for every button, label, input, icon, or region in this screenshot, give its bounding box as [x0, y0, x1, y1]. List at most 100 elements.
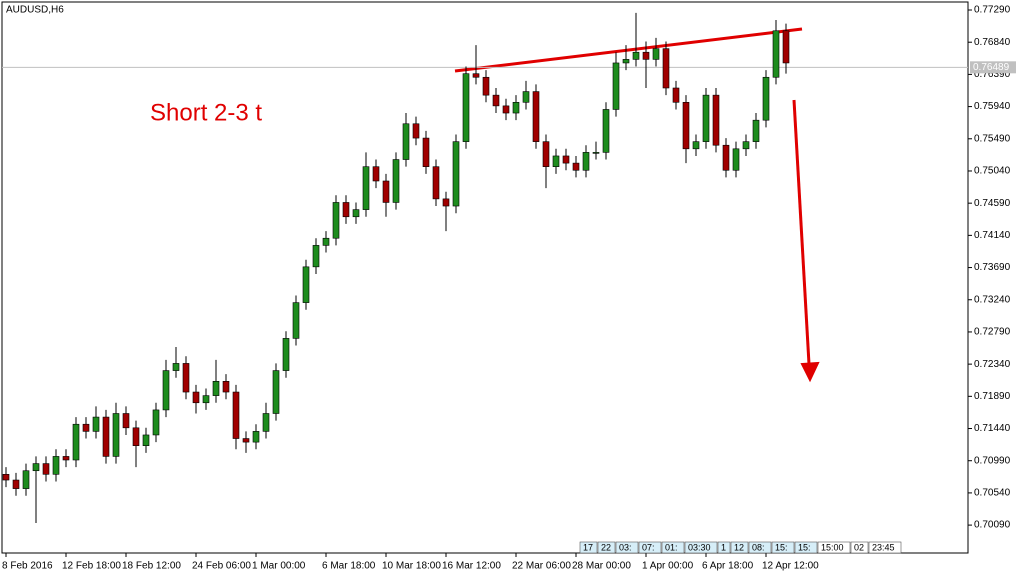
candle-body	[202, 395, 210, 404]
candle-body	[42, 463, 50, 475]
candle-body	[292, 302, 300, 339]
y-tick-label: 0.73690	[974, 262, 1011, 273]
y-tick-label: 0.70090	[974, 520, 1011, 531]
candle-body	[392, 159, 400, 203]
y-tick-label: 0.71440	[974, 423, 1011, 434]
candle-body	[22, 470, 30, 489]
candle-body	[722, 144, 730, 171]
period-text: 07:	[642, 542, 655, 552]
y-tick-label: 0.75490	[974, 133, 1011, 144]
candle-body	[742, 141, 750, 150]
x-tick-label: 24 Feb 06:00	[192, 561, 251, 572]
chart-title: AUDUSD,H6	[6, 5, 64, 16]
candle-body	[522, 91, 530, 103]
candle-body	[702, 94, 710, 142]
candle-body	[752, 119, 760, 142]
period-text: 01:	[665, 542, 678, 552]
candle-body	[412, 123, 420, 139]
candle-body	[62, 456, 70, 461]
annotation: Short 2-3 t	[150, 99, 262, 126]
candle-body	[332, 202, 340, 239]
period-cell	[661, 541, 685, 554]
candle-body	[262, 413, 270, 432]
period-text: 17	[583, 542, 593, 552]
period-text: 08:	[752, 542, 765, 552]
period-cell	[868, 541, 902, 554]
candle-body	[562, 155, 570, 164]
trend-line	[454, 27, 803, 73]
candle-body	[492, 94, 500, 107]
candle-body	[252, 431, 260, 443]
y-tick-label: 0.72340	[974, 359, 1011, 370]
candle-body	[362, 166, 370, 210]
candle-body	[222, 381, 230, 393]
period-cell	[579, 541, 598, 554]
y-tick-label: 0.74140	[974, 230, 1011, 241]
x-tick-label: 18 Feb 12:00	[122, 561, 181, 572]
candle-body	[712, 94, 720, 146]
candle-body	[532, 91, 540, 142]
x-tick-label: 6 Mar 18:00	[322, 561, 376, 572]
y-tick-label: 0.76390	[974, 69, 1011, 80]
candle-body	[172, 363, 180, 371]
period-text: 15:	[775, 542, 788, 552]
candle-body	[382, 180, 390, 203]
bid-box	[970, 61, 1016, 74]
x-tick-label: 22 Mar 06:00	[512, 561, 571, 572]
x-tick-label: 1 Mar 00:00	[252, 561, 306, 572]
candle-body	[92, 416, 100, 432]
period-cell	[638, 541, 662, 554]
candle-body	[212, 381, 220, 396]
candle-body	[582, 152, 590, 171]
candle-body	[732, 148, 740, 171]
candle-body	[82, 423, 90, 432]
candle-body	[662, 48, 670, 89]
candle-body	[2, 474, 10, 481]
period-text: 12	[734, 542, 744, 552]
period-text: 03:	[619, 542, 632, 552]
candle-body	[372, 166, 380, 182]
period-cell	[684, 541, 718, 554]
candle-body	[432, 166, 440, 200]
arrow-head	[800, 361, 820, 383]
candle-body	[102, 416, 110, 457]
period-cell	[717, 541, 731, 554]
candle-body	[272, 370, 280, 414]
candle-body	[622, 59, 630, 64]
candle-body	[12, 479, 20, 489]
period-cell	[597, 541, 616, 554]
x-tick-label: 10 Mar 18:00	[382, 561, 441, 572]
candle-body	[592, 152, 600, 154]
period-cell	[817, 541, 851, 554]
x-tick-label: 12 Apr 12:00	[762, 561, 819, 572]
candle-body	[472, 73, 480, 78]
candle-body	[482, 76, 490, 96]
candle-body	[672, 87, 680, 103]
candle-body	[232, 391, 240, 439]
period-cell	[850, 541, 869, 554]
candle-body	[302, 266, 310, 303]
y-tick-label: 0.76840	[974, 37, 1011, 48]
x-tick-label: 16 Mar 12:00	[442, 561, 501, 572]
candle-body	[192, 391, 200, 404]
y-tick-label: 0.73240	[974, 294, 1011, 305]
candle-body	[612, 62, 620, 110]
x-tick-label: 12 Feb 18:00	[62, 561, 121, 572]
y-tick-label: 0.75940	[974, 101, 1011, 112]
candle-body	[642, 51, 650, 60]
candle-body	[682, 102, 690, 150]
y-tick-label: 0.70990	[974, 455, 1011, 466]
y-tick-label: 0.74590	[974, 198, 1011, 209]
y-tick-label: 0.71890	[974, 391, 1011, 402]
period-text: 1	[721, 542, 726, 552]
candle-body	[32, 463, 40, 472]
period-text: 03:30	[688, 542, 711, 552]
candle-body	[512, 102, 520, 114]
y-tick-label: 0.77290	[974, 5, 1011, 16]
y-tick-label: 0.70540	[974, 488, 1011, 499]
period-cell	[748, 541, 772, 554]
candle-body	[182, 363, 190, 393]
candle-body	[422, 137, 430, 167]
period-cell	[615, 541, 639, 554]
